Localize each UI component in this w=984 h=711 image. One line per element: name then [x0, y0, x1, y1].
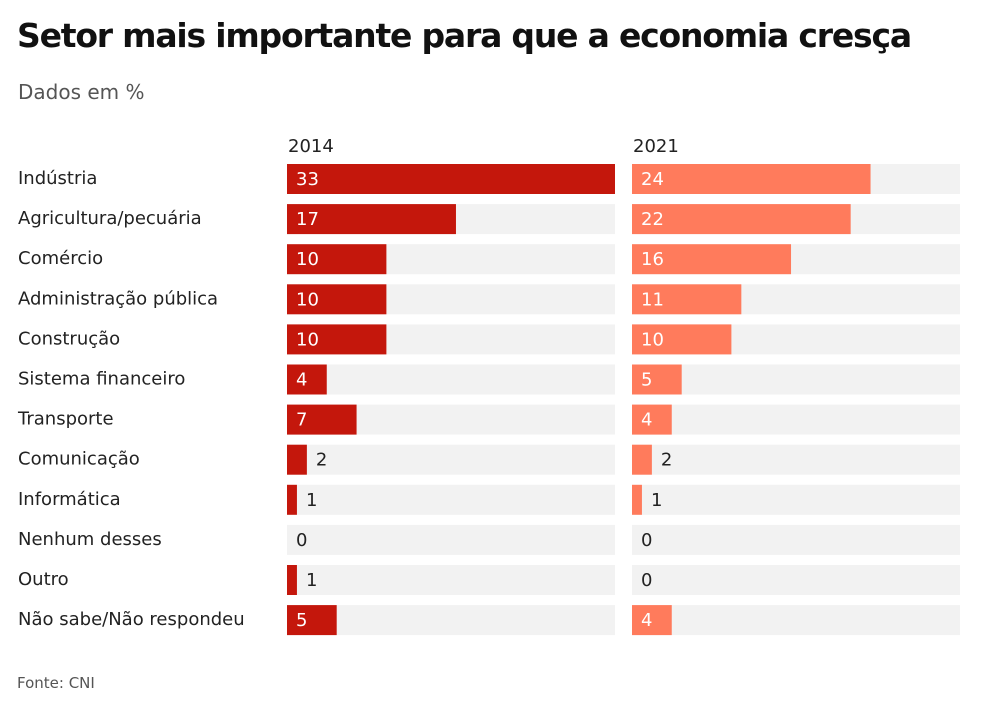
bar-2014 — [287, 164, 615, 194]
value-label-2021: 11 — [641, 289, 664, 310]
bar-2014 — [287, 404, 357, 435]
bar-2021 — [632, 204, 851, 235]
bar-2021 — [632, 284, 742, 315]
bar-2014 — [287, 204, 456, 235]
bar-track — [287, 605, 615, 636]
bar-2021 — [632, 484, 642, 515]
bar-track — [287, 524, 615, 555]
series-header-2014: 2014 — [288, 136, 334, 157]
value-label-2014: 1 — [306, 570, 317, 591]
bar-2021 — [632, 324, 732, 355]
value-label-2021: 4 — [641, 610, 652, 631]
value-label-2021: 1 — [651, 490, 662, 511]
bar-track — [287, 484, 615, 515]
value-label-2014: 33 — [296, 169, 319, 190]
value-label-2014: 0 — [296, 530, 307, 551]
value-label-2014: 5 — [296, 610, 307, 631]
bar-2021 — [632, 404, 672, 435]
bar-2021 — [632, 605, 672, 636]
bar-track — [287, 364, 615, 395]
category-label: Comunicação — [18, 449, 140, 470]
chart-subtitle: Dados em % — [18, 80, 145, 104]
value-label-2014: 17 — [296, 209, 319, 230]
category-label: Comércio — [18, 248, 103, 269]
value-label-2014: 4 — [296, 370, 307, 391]
bar-2014 — [287, 565, 297, 595]
bar-2021 — [632, 444, 652, 475]
bar-2014 — [287, 364, 327, 395]
category-label: Indústria — [18, 168, 97, 189]
bar-track — [287, 444, 615, 475]
category-label: Não sabe/Não respondeu — [18, 609, 245, 630]
bar-track — [632, 444, 960, 475]
category-labels: Indústria Agricultura/pecuária Comércio Adm… — [17, 168, 245, 630]
bar-track — [632, 484, 960, 515]
bar-track — [632, 364, 960, 395]
value-label-2021: 5 — [641, 370, 652, 391]
bar-2014 — [287, 244, 387, 275]
category-label: Construção — [18, 328, 120, 349]
bar-track — [287, 565, 615, 595]
value-label-2021: 24 — [641, 169, 664, 190]
value-label-2021: 2 — [661, 450, 672, 471]
value-label-2021: 16 — [641, 249, 664, 270]
value-label-2021: 0 — [641, 570, 652, 591]
value-label-2014: 10 — [296, 289, 319, 310]
bar-track — [632, 524, 960, 555]
bar-2014 — [287, 284, 387, 315]
category-label: Agricultura/pecuária — [18, 208, 202, 229]
category-label: Outro — [18, 569, 69, 590]
bar-2021 — [632, 244, 792, 275]
value-label-2021: 22 — [641, 209, 664, 230]
category-label: Sistema financeiro — [18, 369, 185, 390]
bar-track — [632, 605, 960, 636]
bar-2014 — [287, 324, 387, 355]
chart-title: Setor mais importante para que a economi… — [17, 16, 912, 55]
bar-2014 — [287, 484, 297, 515]
bar-2014 — [287, 444, 307, 475]
series-header-2021: 2021 — [633, 136, 679, 157]
category-label: Informática — [18, 489, 121, 510]
value-label-2014: 10 — [296, 249, 319, 270]
value-label-2021: 4 — [641, 410, 652, 431]
value-label-2021: 10 — [641, 329, 664, 350]
category-label: Transporte — [17, 409, 114, 430]
bar-track — [632, 404, 960, 435]
bar-2021 — [632, 364, 682, 395]
column-headers: 2014 2021 — [288, 136, 679, 157]
value-label-2014: 2 — [316, 450, 327, 471]
source-note: Fonte: CNI — [17, 674, 95, 692]
category-label: Nenhum desses — [18, 529, 162, 550]
value-label-2014: 10 — [296, 329, 319, 350]
category-label: Administração pública — [18, 288, 218, 309]
bar-2014 — [287, 605, 337, 636]
bar-2021 — [632, 164, 871, 194]
value-label-2021: 0 — [641, 530, 652, 551]
bar-track — [632, 565, 960, 595]
value-label-2014: 7 — [296, 410, 307, 431]
value-label-2014: 1 — [306, 490, 317, 511]
